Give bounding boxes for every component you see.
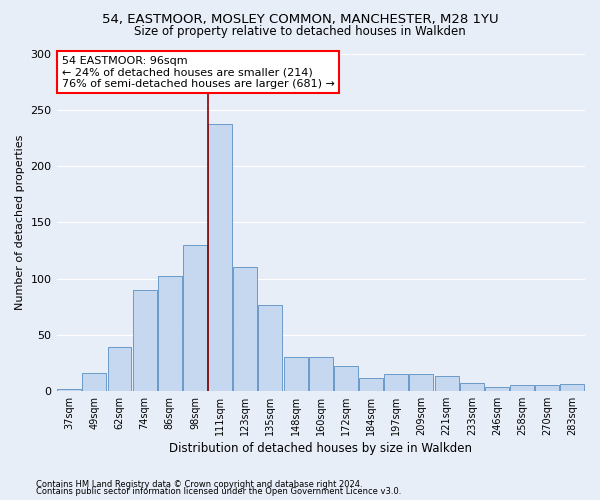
Bar [385,374,408,391]
Text: Contains HM Land Registry data © Crown copyright and database right 2024.: Contains HM Land Registry data © Crown c… [36,480,362,489]
X-axis label: Distribution of detached houses by size in Walkden: Distribution of detached houses by size … [169,442,472,455]
Bar [460,383,484,391]
Bar [434,376,458,391]
Bar [485,388,509,391]
Bar [57,388,81,391]
Bar [133,290,157,391]
Bar [158,276,182,391]
Bar [284,357,308,391]
Bar [560,384,584,391]
Bar [359,378,383,391]
Text: Contains public sector information licensed under the Open Government Licence v3: Contains public sector information licen… [36,488,401,496]
Bar [510,385,534,391]
Bar [309,357,333,391]
Bar [535,385,559,391]
Text: 54, EASTMOOR, MOSLEY COMMON, MANCHESTER, M28 1YU: 54, EASTMOOR, MOSLEY COMMON, MANCHESTER,… [101,12,499,26]
Bar [82,373,106,391]
Text: 54 EASTMOOR: 96sqm
← 24% of detached houses are smaller (214)
76% of semi-detach: 54 EASTMOOR: 96sqm ← 24% of detached hou… [62,56,335,89]
Bar [208,124,232,391]
Y-axis label: Number of detached properties: Number of detached properties [15,134,25,310]
Bar [183,245,207,391]
Bar [409,374,433,391]
Bar [233,268,257,391]
Bar [107,347,131,391]
Bar [334,366,358,391]
Bar [259,306,283,391]
Text: Size of property relative to detached houses in Walkden: Size of property relative to detached ho… [134,25,466,38]
